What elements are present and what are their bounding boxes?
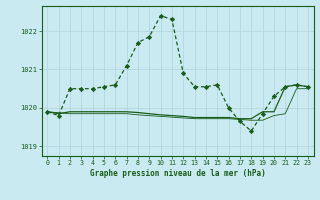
X-axis label: Graphe pression niveau de la mer (hPa): Graphe pression niveau de la mer (hPa) xyxy=(90,169,266,178)
